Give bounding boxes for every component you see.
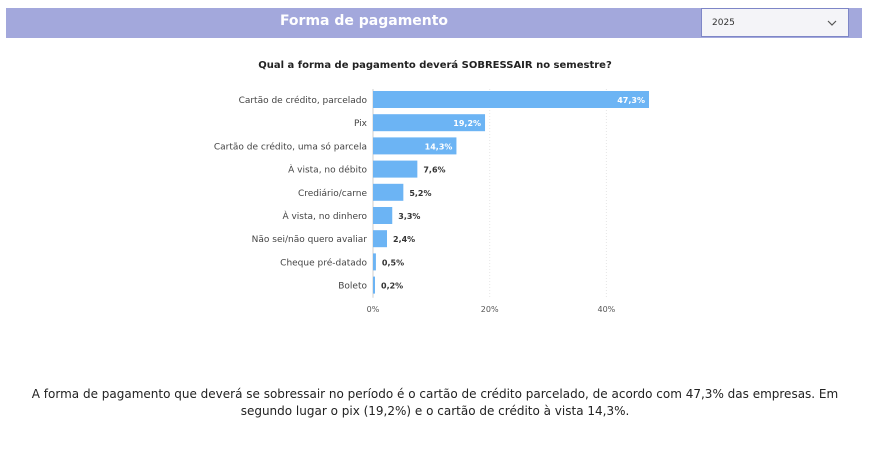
- data-label: 7,6%: [423, 166, 445, 175]
- category-label: À vista, no débito: [288, 164, 367, 176]
- payment-chart: Qual a forma de pagamento deverá SOBRESS…: [0, 50, 870, 330]
- year-dropdown-value: 2025: [712, 18, 735, 28]
- x-tick-label: 0%: [367, 305, 380, 314]
- bar: [373, 114, 486, 132]
- category-label: Cartão de crédito, parcelado: [239, 95, 368, 106]
- bar: [373, 207, 393, 224]
- chart-title: Qual a forma de pagamento deverá SOBRESS…: [258, 60, 612, 71]
- bar: [373, 183, 404, 201]
- data-label: 3,3%: [398, 212, 420, 221]
- chevron-down-icon: [827, 20, 837, 26]
- bar: [373, 253, 376, 271]
- x-tick-label: 40%: [598, 305, 616, 314]
- data-label: 0,5%: [382, 258, 404, 267]
- summary-caption: A forma de pagamento que deverá se sobre…: [31, 387, 839, 418]
- bar: [373, 276, 375, 294]
- x-tick-label: 20%: [481, 305, 499, 314]
- category-label: Cheque pré-datado: [280, 257, 367, 268]
- page-title: Forma de pagamento: [279, 13, 449, 29]
- year-dropdown[interactable]: 2025: [701, 8, 849, 37]
- data-label: 14,3%: [425, 142, 453, 151]
- category-label: Pix: [354, 119, 368, 129]
- category-label: Não sei/não quero avaliar: [252, 235, 368, 245]
- data-label: 19,2%: [453, 119, 481, 128]
- data-label: 47,3%: [617, 96, 645, 105]
- category-label: À vista, no dinhero: [282, 210, 367, 222]
- data-label: 5,2%: [409, 189, 431, 198]
- bar: [373, 91, 649, 108]
- category-label: Boleto: [338, 282, 367, 292]
- category-label: Cartão de crédito, uma só parcela: [214, 141, 367, 152]
- data-label: 0,2%: [381, 282, 403, 291]
- bar-chart-svg: 0% 20% 40% Cartão de crédito, parcelado 47,3…: [214, 89, 649, 314]
- bar: [373, 230, 388, 248]
- bar: [373, 160, 418, 178]
- bar: [373, 137, 457, 155]
- category-label: Crediário/carne: [298, 189, 368, 199]
- data-label: 2,4%: [393, 235, 415, 244]
